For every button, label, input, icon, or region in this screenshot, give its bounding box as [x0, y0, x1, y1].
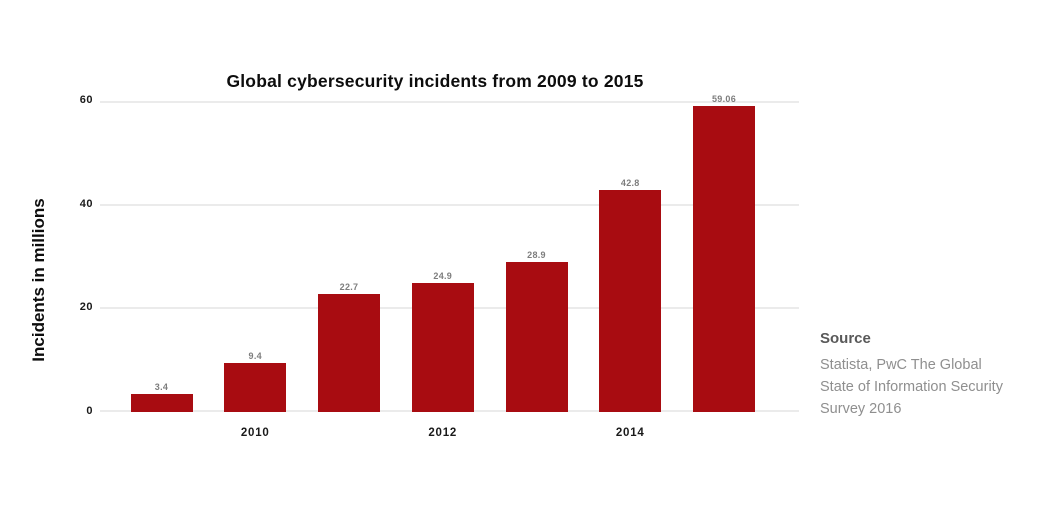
x-tick-label: 2010 [240, 427, 270, 439]
source-heading: Source [820, 330, 871, 347]
source-line: State of Information Security [820, 379, 1003, 395]
bar-2012 [411, 282, 474, 412]
bar-2014 [599, 190, 662, 412]
bar-value-label: 24.9 [433, 270, 453, 281]
gridline [100, 101, 799, 103]
bar-2015 [693, 105, 755, 412]
bar-value-label: 28.9 [527, 250, 546, 261]
y-tick-label: 40 [79, 197, 93, 210]
source-block: Source Statista, PwC The Global State of… [820, 330, 1030, 420]
bar-2011 [318, 294, 380, 412]
bar-value-label: 9.4 [248, 351, 262, 362]
bar-2010 [224, 363, 287, 412]
chart-title: Global cybersecurity incidents from 2009… [226, 71, 644, 91]
x-tick-label: 2012 [428, 427, 458, 439]
y-tick-label: 20 [79, 301, 93, 314]
bar-2009 [130, 394, 193, 412]
bar-value-label: 59.06 [711, 93, 737, 104]
bar-2013 [505, 262, 568, 412]
plot-area: 3.4 9.4 22.7 24.9 28.9 42.8 59.06 [100, 94, 799, 412]
y-tick-label: 60 [79, 94, 93, 106]
x-tick-label: 2014 [615, 427, 645, 439]
source-line: Statista, PwC The Global [820, 357, 982, 373]
gridline [100, 203, 799, 206]
y-tick-label: 0 [86, 405, 93, 417]
bar-value-label: 42.8 [620, 178, 640, 189]
bar-value-label: 3.4 [154, 382, 169, 393]
y-axis-title: Incidents in millions [29, 198, 48, 362]
bar-value-label: 22.7 [339, 282, 359, 293]
source-line: Survey 2016 [820, 401, 902, 417]
